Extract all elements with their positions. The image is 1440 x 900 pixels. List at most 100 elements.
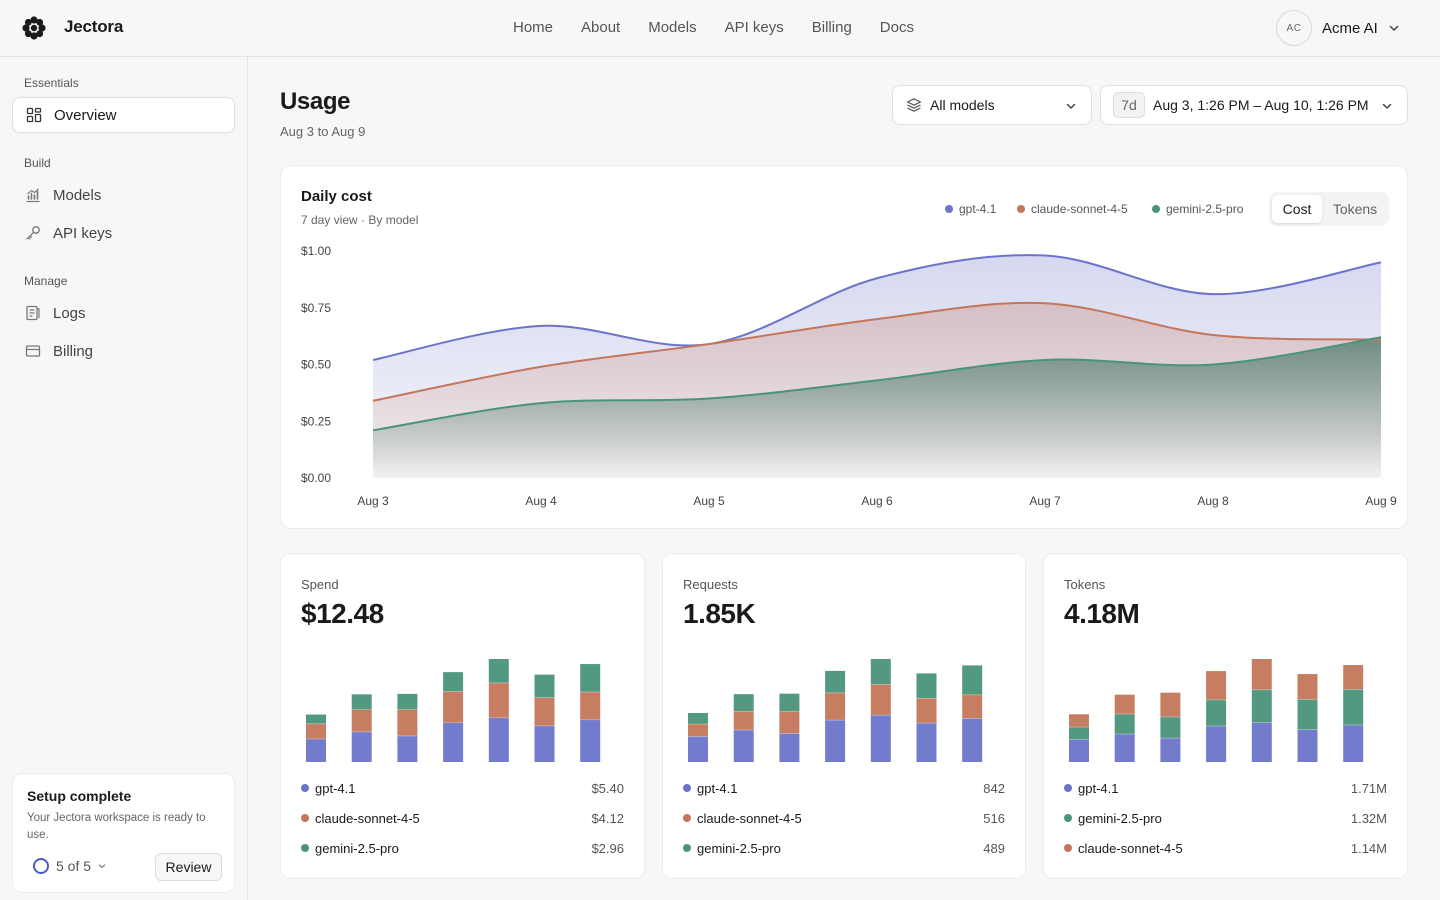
daily-cost-card: Daily cost 7 day view · By model gpt-4.1… [280, 165, 1408, 529]
progress-ring-icon [33, 858, 49, 874]
bar-divider [1069, 726, 1089, 728]
bar-divider [306, 738, 326, 740]
bar-segment [1114, 733, 1135, 762]
bar-segment [916, 673, 937, 699]
bar-segment [733, 694, 754, 711]
bar-segment [1343, 689, 1364, 725]
sidebar-item-billing[interactable]: Billing [12, 333, 235, 369]
range-badge: 7d [1113, 92, 1145, 118]
toggle-tokens[interactable]: Tokens [1332, 201, 1378, 217]
bar-divider [1251, 689, 1272, 691]
sidebar-section-label: Build [24, 156, 51, 170]
row-value: 1.14M [1350, 840, 1387, 856]
x-tick-label: Aug 8 [1197, 494, 1229, 508]
bar-segment [825, 719, 846, 762]
sidebar-item-label: Overview [54, 106, 117, 124]
legend-label: gemini-2.5-pro [1166, 202, 1244, 216]
nav-docs[interactable]: Docs [879, 19, 914, 36]
date-range-select[interactable]: 7d Aug 3, 1:26 PM – Aug 10, 1:26 PM [1100, 85, 1408, 125]
bar-divider [825, 692, 846, 694]
legend-dot [945, 205, 953, 213]
chart-title: Daily cost [301, 188, 372, 205]
requests-bar-chart [688, 659, 983, 762]
chevron-down-icon [1382, 103, 1392, 109]
bar-segment [1206, 671, 1227, 700]
bar-chart-icon [26, 188, 40, 203]
x-tick-label: Aug 7 [1029, 494, 1061, 508]
account-switcher[interactable]: AC Acme AI [1276, 9, 1400, 47]
sidebar-item-logs[interactable]: Logs [12, 295, 235, 331]
stat-value: $12.48 [301, 598, 384, 629]
bar-divider [1206, 725, 1227, 727]
page-title: Usage [280, 88, 351, 115]
chevron-down-icon [1066, 103, 1076, 109]
gpt-line [372, 254, 1382, 361]
bar-segment [488, 682, 509, 718]
bar-segment [306, 714, 326, 724]
sidebar-item-label: API keys [53, 224, 113, 242]
x-tick-label: Aug 3 [357, 494, 389, 508]
bar-segment [962, 665, 983, 695]
row-value: 516 [983, 810, 1005, 826]
review-button[interactable]: Review [155, 853, 222, 881]
setup-progress-dropdown[interactable]: 5 of 5 [33, 858, 107, 874]
spend-bar-chart [306, 659, 601, 762]
toggle-cost[interactable]: Cost [1272, 195, 1322, 223]
row-label: gpt-4.1 [1078, 780, 1119, 796]
bar-divider [1343, 688, 1364, 690]
row-label: gpt-4.1 [697, 780, 738, 796]
legend-dot [301, 784, 309, 792]
bar-segment [534, 725, 555, 762]
bar-segment [1114, 694, 1135, 714]
stat-label: Tokens [1064, 577, 1106, 592]
legend-label: gpt-4.1 [959, 202, 997, 216]
bar-segment [688, 736, 708, 762]
bar-segment [962, 718, 983, 762]
breakdown-row: gpt-4.1 $5.40 [301, 778, 624, 798]
logo-icon[interactable] [22, 16, 46, 40]
bar-segment [688, 712, 708, 724]
sidebar-item-overview[interactable]: Overview [12, 97, 235, 133]
bar-segment [1343, 724, 1364, 762]
bar-segment [1297, 729, 1318, 762]
top-bar: Jectora Home About Models API keys Billi… [0, 0, 1440, 57]
row-value: $4.12 [591, 810, 624, 826]
y-tick-label: $0.50 [301, 358, 331, 372]
row-value: 1.32M [1350, 810, 1387, 826]
sidebar-item-models[interactable]: Models [12, 177, 235, 213]
bar-segment [962, 694, 983, 719]
nav-models[interactable]: Models [648, 19, 697, 36]
nav-about[interactable]: About [581, 19, 621, 36]
bar-segment [488, 659, 509, 683]
brand-name[interactable]: Jectora [64, 17, 124, 36]
bar-segment [825, 692, 846, 720]
x-tick-label: Aug 6 [861, 494, 893, 508]
nav-home[interactable]: Home [513, 19, 554, 36]
bar-segment [779, 693, 800, 711]
bar-segment [580, 719, 601, 762]
chevron-down-icon [98, 864, 106, 869]
bar-segment [1343, 665, 1364, 690]
layers-icon [906, 98, 922, 112]
legend-dot [301, 814, 309, 822]
nav-billing[interactable]: Billing [811, 19, 852, 36]
bar-divider [488, 682, 509, 684]
bar-segment [397, 693, 418, 710]
date-range-value: Aug 3, 1:26 PM – Aug 10, 1:26 PM [1153, 97, 1369, 113]
legend-dot [1064, 784, 1072, 792]
nav-api-keys[interactable]: API keys [724, 19, 784, 36]
sidebar-item-api-keys[interactable]: API keys [12, 215, 235, 251]
bar-segment [443, 722, 464, 762]
x-tick-label: Aug 5 [693, 494, 725, 508]
tokens-card: Tokens 4.18M gpt-4.1 1.71M gemini-2.5-pr… [1043, 553, 1408, 879]
bar-segment [1160, 716, 1181, 738]
breakdown-row: gpt-4.1 1.71M [1064, 778, 1387, 798]
row-label: claude-sonnet-4-5 [1078, 840, 1183, 856]
bar-segment [1297, 699, 1318, 730]
top-nav: Home About Models API keys Billing Docs [499, 19, 928, 36]
sidebar-section-label: Manage [24, 274, 68, 288]
sidebar-item-label: Logs [53, 304, 86, 322]
setup-description: Your Jectora workspace is ready to use. [27, 812, 206, 841]
bar-segment [1251, 659, 1272, 690]
model-filter-select[interactable]: All models [892, 85, 1092, 125]
